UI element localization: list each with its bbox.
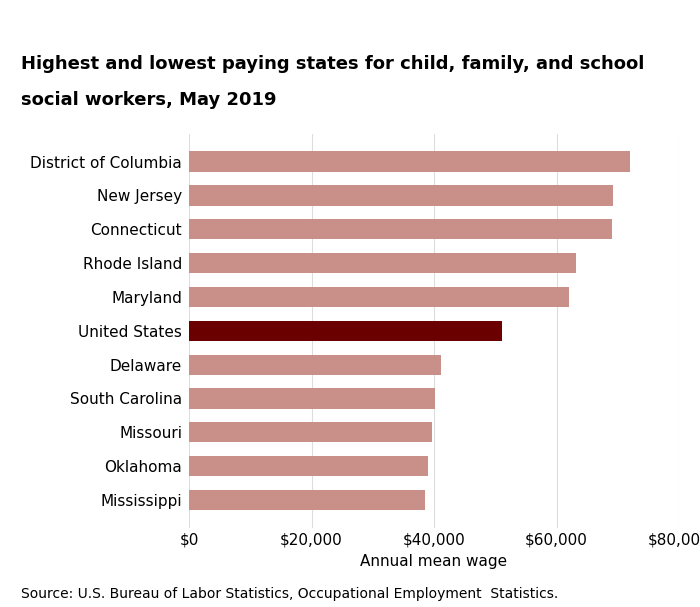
Bar xyxy=(189,320,502,341)
Bar xyxy=(189,219,612,239)
Bar xyxy=(189,490,426,510)
Bar xyxy=(189,287,569,307)
X-axis label: Annual mean wage: Annual mean wage xyxy=(360,554,508,569)
Text: Highest and lowest paying states for child, family, and school: Highest and lowest paying states for chi… xyxy=(21,55,645,73)
Bar xyxy=(189,152,630,172)
Bar xyxy=(189,253,576,273)
Text: social workers, May 2019: social workers, May 2019 xyxy=(21,91,276,109)
Bar xyxy=(189,422,431,443)
Bar xyxy=(189,388,435,409)
Text: Source: U.S. Bureau of Labor Statistics, Occupational Employment  Statistics.: Source: U.S. Bureau of Labor Statistics,… xyxy=(21,587,559,601)
Bar xyxy=(189,456,428,476)
Bar xyxy=(189,354,442,375)
Bar xyxy=(189,185,613,206)
